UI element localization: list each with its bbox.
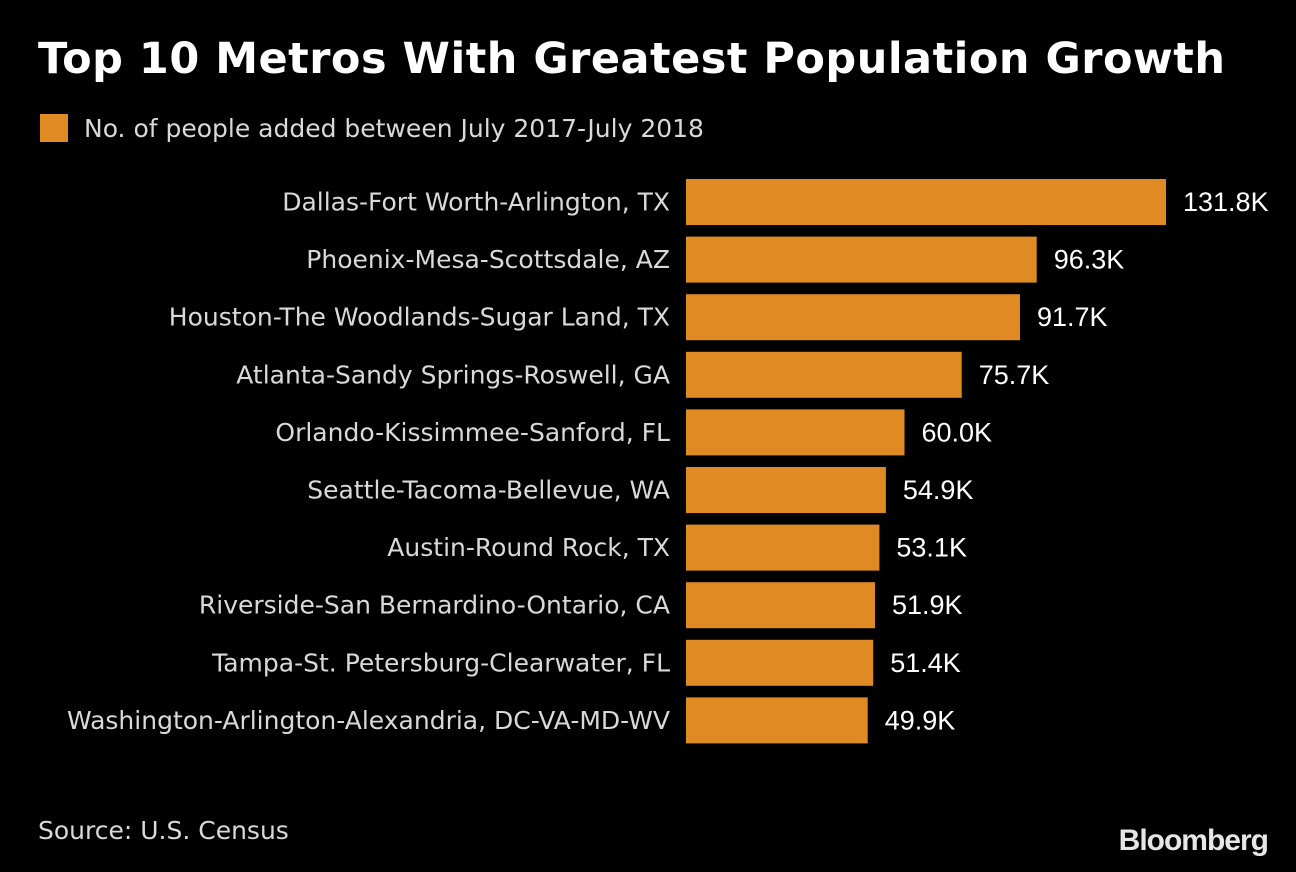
category-label: Austin-Round Rock, TX (387, 533, 670, 562)
bar-row: Houston-The Woodlands-Sugar Land, TX 91.7… (169, 294, 1108, 341)
value-label: 51.4K (890, 648, 961, 678)
value-label: 60.0K (922, 417, 993, 447)
chart-title: Top 10 Metros With Greatest Population G… (38, 34, 1226, 84)
category-label: Dallas-Fort Worth-Arlington, TX (282, 188, 670, 217)
value-label: 51.9K (892, 590, 963, 620)
bar-row: Dallas-Fort Worth-Arlington, TX 131.8K (282, 179, 1269, 225)
value-label: 131.8K (1183, 187, 1269, 217)
bar-row: Washington-Arlington-Alexandria, DC-VA-M… (67, 697, 956, 744)
bar (686, 236, 1037, 283)
category-label: Washington-Arlington-Alexandria, DC-VA-M… (67, 706, 670, 735)
bar (686, 582, 875, 629)
bar (686, 351, 962, 398)
bar (686, 639, 874, 686)
category-label: Houston-The Woodlands-Sugar Land, TX (169, 303, 670, 332)
category-label: Phoenix-Mesa-Scottsdale, AZ (306, 245, 670, 274)
chart-legend: No. of people added between July 2017-Ju… (40, 110, 704, 146)
category-label: Tampa-St. Petersburg-Clearwater, FL (211, 648, 670, 677)
value-label: 91.7K (1037, 302, 1108, 332)
legend-swatch (40, 114, 68, 142)
category-label: Orlando-Kissimmee-Sanford, FL (275, 418, 670, 447)
category-label: Riverside-San Bernardino-Ontario, CA (199, 591, 670, 620)
bar-row: Atlanta-Sandy Springs-Roswell, GA 75.7K (236, 351, 1050, 398)
bar-row: Riverside-San Bernardino-Ontario, CA 51.9… (199, 582, 963, 629)
bar (686, 467, 886, 513)
value-label: 75.7K (979, 360, 1050, 390)
value-label: 49.9K (885, 705, 956, 735)
bar-row: Austin-Round Rock, TX 53.1K (387, 524, 967, 571)
bar-row: Orlando-Kissimmee-Sanford, FL 60.0K (275, 409, 993, 456)
value-label: 96.3K (1054, 245, 1125, 275)
bar-chart: Dallas-Fort Worth-Arlington, TX 131.8K Pho… (67, 179, 1269, 744)
bar (686, 294, 1020, 341)
category-label: Atlanta-Sandy Springs-Roswell, GA (236, 360, 670, 389)
bar (686, 697, 868, 744)
bar-row: Phoenix-Mesa-Scottsdale, AZ 96.3K (306, 236, 1125, 283)
legend-label: No. of people added between July 2017-Ju… (84, 113, 704, 143)
value-label: 54.9K (903, 475, 974, 505)
bar (686, 524, 880, 571)
source-note: Source: U.S. Census (38, 816, 289, 845)
brand-logo: Bloomberg (1118, 824, 1269, 857)
bar (686, 409, 905, 456)
category-label: Seattle-Tacoma-Bellevue, WA (307, 476, 670, 505)
bar-row: Tampa-St. Petersburg-Clearwater, FL 51.4K (211, 639, 961, 686)
bar-row: Seattle-Tacoma-Bellevue, WA 54.9K (307, 467, 973, 513)
bar (686, 179, 1166, 225)
value-label: 53.1K (896, 533, 967, 563)
